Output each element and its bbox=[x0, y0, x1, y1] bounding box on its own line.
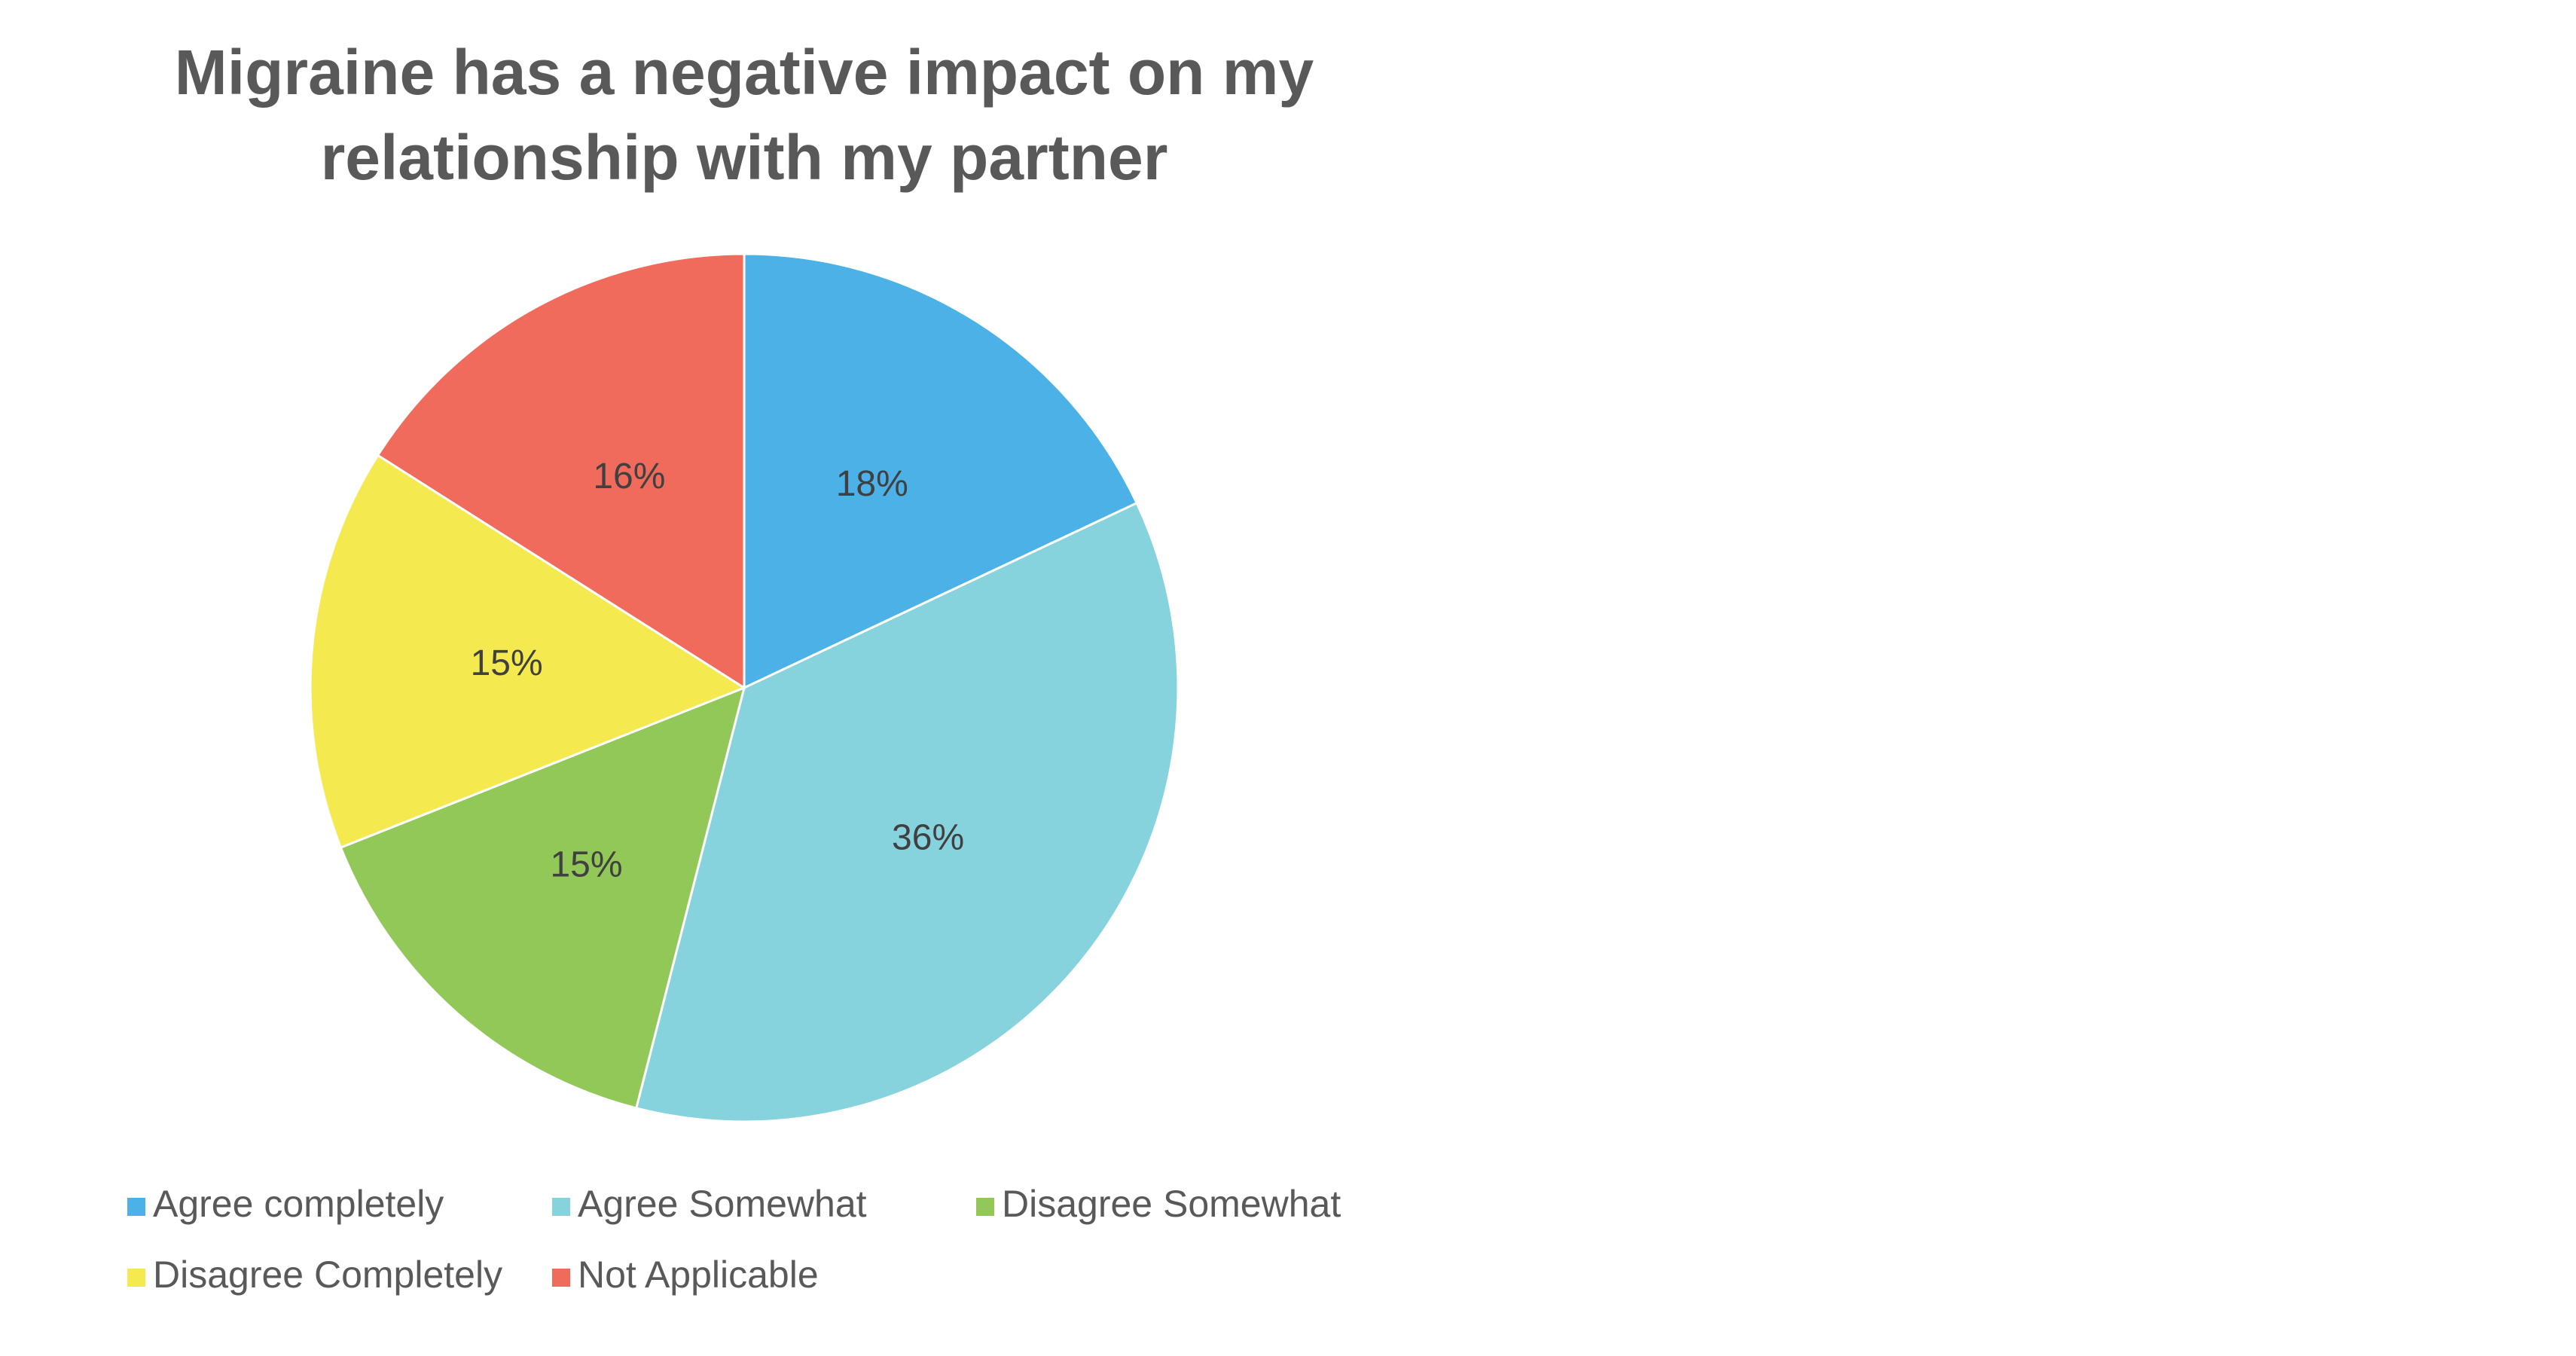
data-label: 18% bbox=[836, 464, 908, 504]
legend-swatch bbox=[127, 1269, 145, 1287]
pie-slice bbox=[309, 454, 747, 849]
pie-slice bbox=[634, 501, 1180, 1123]
pie-slice bbox=[376, 252, 746, 690]
pie-slice bbox=[743, 252, 1139, 690]
data-label: 15% bbox=[471, 643, 543, 683]
legend-swatch bbox=[552, 1269, 570, 1287]
data-label: 16% bbox=[593, 457, 665, 496]
data-label: 36% bbox=[892, 818, 964, 858]
data-label: 15% bbox=[550, 844, 622, 884]
pie-slice bbox=[339, 686, 746, 1110]
legend-swatch bbox=[552, 1198, 570, 1216]
chart-title: relationship with my partner bbox=[321, 122, 1168, 193]
legend-swatch bbox=[976, 1198, 994, 1216]
legend-label: Disagree Completely bbox=[153, 1254, 502, 1296]
legend-label: Agree Somewhat bbox=[578, 1183, 867, 1225]
legend-label: Agree completely bbox=[153, 1183, 444, 1225]
legend-label: Disagree Somewhat bbox=[1002, 1183, 1341, 1225]
chart-title: Migraine has a negative impact on my bbox=[175, 37, 1314, 108]
legend-swatch bbox=[127, 1198, 145, 1216]
legend-label: Not Applicable bbox=[578, 1254, 819, 1296]
